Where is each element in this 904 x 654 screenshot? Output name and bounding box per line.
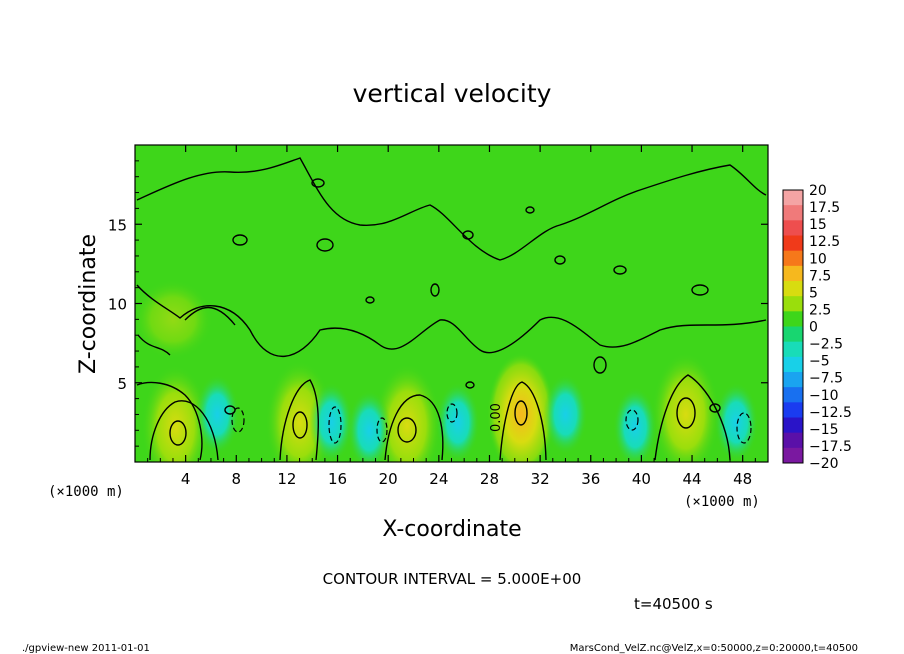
y-tick-label: 5	[117, 375, 127, 393]
footer-right: MarsCond_VelZ.nc@VelZ,x=0:50000,z=0:2000…	[570, 643, 858, 654]
colorbar-swatch	[783, 387, 803, 403]
x-tick-label: 36	[581, 470, 600, 488]
downdraft-cell-5	[195, 374, 240, 455]
downdraft-cell-8	[435, 382, 480, 462]
colorbar-swatch	[783, 417, 803, 434]
downdraft-cell-10	[613, 387, 658, 462]
colorbar-swatch	[783, 220, 803, 236]
colorbar-swatch	[783, 190, 803, 206]
colorbar-swatch	[783, 341, 803, 358]
colorbar-swatch	[783, 281, 803, 297]
y-tick-label: 15	[108, 216, 127, 234]
colorbar-label: 5	[809, 285, 818, 301]
time-text: t=40500 s	[634, 595, 713, 613]
colorbar-label: −10	[809, 388, 839, 404]
colorbar-swatch	[783, 265, 803, 282]
x-tick-label: 32	[531, 470, 550, 488]
x-tick-label: 28	[480, 470, 499, 488]
colorbar-label: 12.5	[809, 234, 840, 250]
colorbar-label: −20	[809, 456, 839, 472]
colorbar-label: −2.5	[809, 337, 843, 353]
footer-left: ./gpview-new 2011-01-01	[22, 643, 150, 654]
colorbar-label: 2.5	[809, 302, 831, 318]
x-tick-label: 8	[232, 470, 242, 488]
x-tick-label: 20	[379, 470, 398, 488]
updraft-cell-4	[651, 352, 720, 462]
x-tick-label: 16	[328, 470, 347, 488]
updraft-cell-0	[141, 365, 210, 462]
colorbar-label: −5	[809, 354, 830, 370]
y-axis-label: Z-coordinate	[76, 234, 101, 374]
downdraft-cell-6	[309, 382, 354, 462]
zero-contours	[136, 157, 767, 461]
colorbar-label: −17.5	[809, 439, 852, 455]
x-tick-label: 48	[733, 470, 752, 488]
negative-contours	[231, 403, 752, 444]
colorbar-swatch	[783, 432, 803, 449]
colorbar-label: 10	[809, 251, 827, 267]
colorbar-label: 15	[809, 217, 827, 233]
upper-updraft-region	[135, 279, 213, 360]
feature-layer	[135, 279, 759, 462]
x-tick-label: 12	[277, 470, 296, 488]
x-scale-note-right: (×1000 m)	[684, 494, 760, 510]
chart-title: vertical velocity	[353, 79, 552, 108]
downdraft-cell-9	[543, 374, 588, 455]
contour-interval-text: CONTOUR INTERVAL = 5.000E+00	[323, 570, 582, 588]
colorbar-swatch	[783, 326, 803, 343]
colorbar-frame	[782, 189, 804, 464]
colorbar-label: −15	[809, 422, 839, 438]
colorbar-label: 0	[809, 320, 818, 336]
colorbar-label: −12.5	[809, 405, 852, 421]
colorbar-swatch	[783, 311, 803, 327]
x-axis-label: X-coordinate	[382, 517, 521, 542]
downdraft-cell-7	[347, 390, 392, 462]
y-axis: 5 10 15	[108, 160, 768, 447]
y-tick-label: 10	[108, 296, 127, 314]
x-tick-label: 40	[632, 470, 651, 488]
x-scale-note-left: (×1000 m)	[48, 484, 124, 500]
x-tick-label: 24	[429, 470, 448, 488]
downdraft-cell-11	[714, 382, 759, 462]
updraft-cell-3	[487, 352, 556, 462]
colorbar-swatch	[783, 356, 803, 373]
colorbar-label: −7.5	[809, 371, 843, 387]
colorbar-swatch	[783, 250, 803, 267]
colorbar-swatch	[783, 372, 803, 388]
colorbar-swatch	[783, 235, 803, 252]
x-axis: 4 8 12 16 20 24 28 32 36 40 44 48	[147, 145, 756, 488]
colorbar-label: 17.5	[809, 200, 840, 216]
colorbar-swatch	[783, 205, 803, 221]
colorbar-label: 20	[809, 183, 827, 199]
colorbar-swatch	[783, 447, 803, 464]
x-tick-label: 44	[682, 470, 701, 488]
x-tick-label: 4	[181, 470, 191, 488]
colorbar-swatch	[783, 296, 803, 312]
colorbar-label: 7.5	[809, 268, 831, 284]
colorbar-swatch	[783, 402, 803, 418]
contour-label: 0.00	[489, 403, 504, 432]
plot-area: 0.00	[135, 145, 768, 462]
